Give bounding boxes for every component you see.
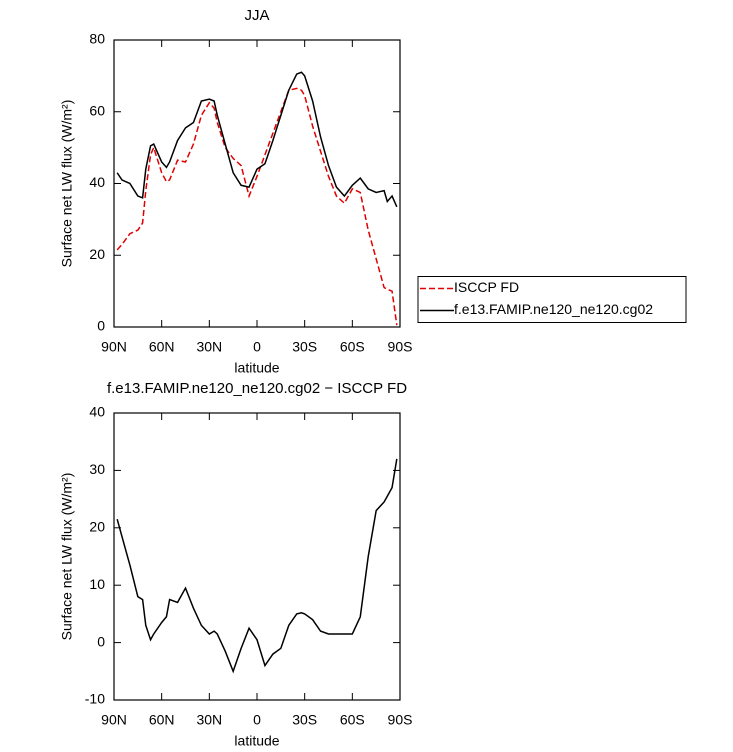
y-axis-label: Surface net LW flux (W/m²) — [59, 473, 75, 641]
y-tick-label: 10 — [89, 576, 105, 592]
x-tick-label: 90S — [388, 712, 413, 728]
y-tick-label: 40 — [89, 174, 105, 190]
x-axis-label: latitude — [234, 360, 279, 376]
series-line — [116, 71, 398, 208]
y-tick-label: 0 — [97, 633, 105, 649]
x-tick-label: 30S — [292, 712, 317, 728]
series-line — [116, 458, 398, 674]
series-line — [116, 87, 398, 326]
y-tick-label: 80 — [89, 31, 105, 47]
x-tick-label: 60S — [340, 339, 365, 355]
x-tick-label: 30N — [196, 339, 222, 355]
x-tick-label: 90N — [101, 712, 127, 728]
x-tick-label: 30S — [292, 339, 317, 355]
y-tick-label: 0 — [97, 318, 105, 334]
chart-title: JJA — [244, 7, 269, 24]
x-tick-label: 30N — [196, 712, 222, 728]
y-tick-label: 20 — [89, 519, 105, 535]
y-tick-label: 30 — [89, 461, 105, 477]
plot-frame — [113, 412, 401, 701]
x-axis-label: latitude — [234, 733, 279, 749]
x-tick-label: 60S — [340, 712, 365, 728]
x-tick-label: 60N — [149, 712, 175, 728]
legend-box — [417, 276, 687, 323]
x-tick-label: 90S — [388, 339, 413, 355]
plot-frame — [113, 39, 401, 328]
legend-label: f.e13.FAMIP.ne120_ne120.cg02 — [454, 301, 653, 317]
y-tick-label: 40 — [89, 404, 105, 420]
y-tick-label: -10 — [85, 691, 105, 707]
x-tick-label: 0 — [253, 712, 261, 728]
x-tick-label: 0 — [253, 339, 261, 355]
chart-title: f.e13.FAMIP.ne120_ne120.cg02 − ISCCP FD — [107, 380, 407, 397]
y-tick-label: 60 — [89, 102, 105, 118]
legend-label: ISCCP FD — [454, 279, 519, 295]
legend: ISCCP FD f.e13.FAMIP.ne120_ne120.cg02 — [417, 276, 687, 323]
x-tick-label: 60N — [149, 339, 175, 355]
x-tick-label: 90N — [101, 339, 127, 355]
y-tick-label: 20 — [89, 246, 105, 262]
y-axis-label: Surface net LW flux (W/m²) — [59, 100, 75, 268]
